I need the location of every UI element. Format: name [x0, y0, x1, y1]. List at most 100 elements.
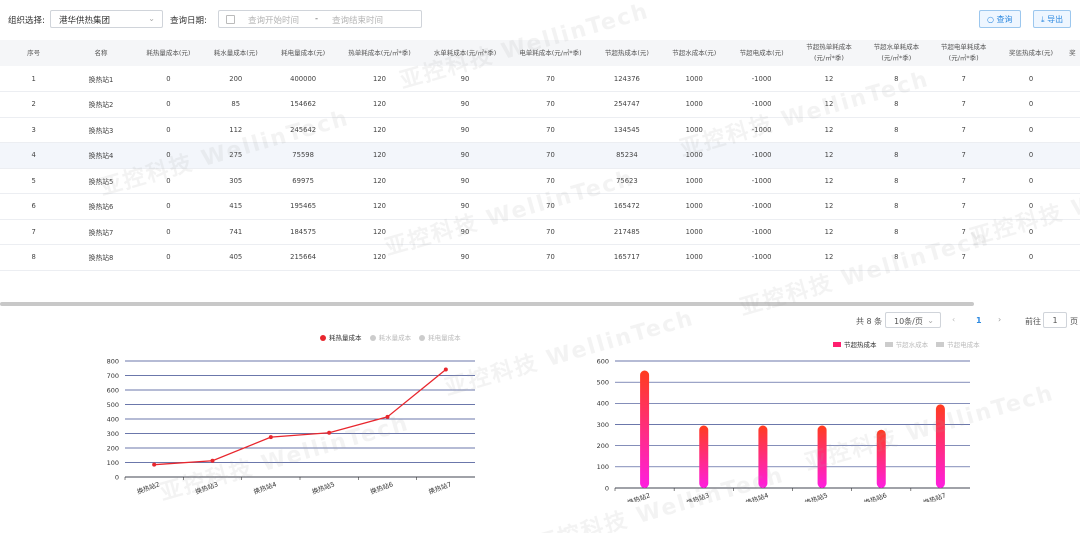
table-cell: 120 [336, 142, 423, 169]
table-cell: 5 [0, 168, 68, 194]
legend-item-water[interactable]: 耗水量成本 [369, 332, 411, 342]
table-cell [1064, 193, 1080, 220]
legend-item-water-saving[interactable]: 节超水成本 [884, 339, 928, 349]
table-row[interactable]: 8 换热站8 0 405 215664 120 90 70 165717 1000 -1000 12 8… [0, 244, 1080, 271]
table-cell: 0 [134, 193, 203, 220]
data-point [210, 458, 215, 463]
table-cell: 90 [422, 193, 508, 220]
export-button[interactable]: ⤓ 导出 [1033, 10, 1072, 28]
legend-item-heat[interactable]: 耗热量成本 [320, 332, 362, 342]
table-cell: 1000 [660, 193, 728, 220]
table-cell: 换热站8 [67, 244, 135, 271]
legend-item-power[interactable]: 耗电量成本 [419, 332, 461, 342]
date-range-picker[interactable]: 查询开始时间 - 查询结束时间 [218, 10, 422, 28]
chevron-down-icon: ⌄ [148, 14, 155, 23]
table-cell: 120 [336, 168, 423, 194]
x-tick-label: 换热站4 [744, 490, 769, 502]
legend-dot-icon [369, 335, 376, 341]
table-cell: 0 [134, 117, 203, 143]
legend-square-icon [936, 342, 945, 347]
table-cell [1064, 244, 1080, 271]
goto-label: 前往 [1025, 317, 1041, 326]
table-cell: 0 [134, 142, 203, 169]
table-cell: 120 [336, 66, 423, 92]
x-tick-label: 换热站2 [136, 479, 161, 496]
table-header-row: 序号 名称 耗热量成本(元) 耗水量成本(元) 耗电量成本(元) 热单耗成本(元/㎡*季)… [0, 40, 1080, 66]
table-cell: 165717 [593, 244, 661, 271]
legend-dot-icon [320, 335, 326, 341]
table-cell: 305 [202, 168, 270, 194]
column-header: 热单耗成本(元/㎡*季) [336, 40, 423, 66]
page-number-current[interactable]: 1 [976, 316, 982, 325]
table-cell: 0 [997, 219, 1065, 245]
table-cell: 7 [930, 117, 998, 143]
y-tick-label: 0 [115, 473, 119, 481]
table-cell [1064, 168, 1080, 194]
date-start-input[interactable]: 查询开始时间 [248, 16, 300, 26]
table-cell: 245642 [269, 117, 337, 143]
table-cell: 1000 [660, 219, 728, 245]
chevron-down-icon: ⌄ [927, 316, 934, 325]
table-cell: 7 [930, 168, 998, 194]
column-header: 耗水量成本(元) [202, 40, 270, 66]
table-cell: 12 [795, 66, 863, 92]
table-cell: 8 [862, 168, 930, 194]
y-tick-label: 500 [597, 378, 609, 386]
column-header: 奖惩热成本(元) [997, 40, 1065, 66]
table-cell: 0 [997, 66, 1065, 92]
data-point [152, 462, 157, 467]
x-tick-label: 换热站4 [252, 479, 277, 496]
y-tick-label: 800 [107, 357, 119, 365]
org-select-value: 港华供热集团 [59, 16, 111, 26]
table-cell: 7 [930, 91, 998, 118]
date-label: 查询日期: [170, 16, 207, 26]
calendar-icon [226, 15, 235, 24]
query-button[interactable]: ○ 查询 [979, 10, 1021, 28]
y-tick-label: 400 [107, 415, 119, 423]
table-cell: 12 [795, 117, 863, 143]
table-cell: 1000 [660, 168, 728, 194]
table-row[interactable]: 1 换热站1 0 200 400000 120 90 70 124376 1000 -1000 12 8… [0, 66, 1080, 92]
table-cell: 12 [795, 193, 863, 220]
table-cell: 换热站1 [67, 66, 135, 92]
table-cell: 0 [997, 168, 1065, 194]
column-header: 节超电成本(元) [727, 40, 796, 66]
export-button-label: 导出 [1047, 15, 1064, 24]
y-tick-label: 300 [107, 430, 119, 438]
table-cell: 0 [134, 66, 203, 92]
table-row[interactable]: 3 换热站3 0 112 245642 120 90 70 134545 1000 -1000 12 8… [0, 117, 1080, 143]
table-row[interactable]: 7 换热站7 0 741 184575 120 90 70 217485 1000 -1000 12 8… [0, 219, 1080, 245]
table-cell: 8 [862, 91, 930, 118]
date-end-input[interactable]: 查询结束时间 [332, 16, 384, 26]
table-cell: 75598 [269, 142, 337, 169]
column-header: 电单耗成本(元/㎡*季) [507, 40, 594, 66]
table-cell: 70 [507, 91, 594, 118]
y-tick-label: 200 [597, 442, 609, 450]
legend-square-icon [884, 342, 893, 347]
page-size-select[interactable]: 10条/页 ⌄ [885, 312, 941, 328]
table-cell: 1000 [660, 142, 728, 169]
table-cell: 741 [202, 219, 270, 245]
column-header: 耗热量成本(元) [134, 40, 203, 66]
table-cell: 12 [795, 168, 863, 194]
table-cell: 7 [930, 219, 998, 245]
table-row[interactable]: 4 换热站4 0 275 75598 120 90 70 85234 1000 -1000 12 8 7 0 [0, 142, 1080, 169]
query-button-label: 查询 [996, 15, 1013, 24]
prev-page-button[interactable]: ‹ [952, 315, 956, 324]
goto-page-input[interactable]: 1 [1043, 312, 1067, 328]
search-icon: ○ [987, 15, 994, 24]
org-label: 组织选择: [8, 16, 45, 26]
horizontal-scrollbar[interactable] [0, 302, 974, 306]
bar [876, 429, 886, 488]
table-row[interactable]: 6 换热站6 0 415 195465 120 90 70 165472 1000 -1000 12 8… [0, 193, 1080, 220]
column-header: 节超电单耗成本 (元/㎡*季) [930, 40, 998, 66]
next-page-button[interactable]: › [998, 315, 1002, 324]
table-cell: -1000 [727, 117, 796, 143]
table-row[interactable]: 5 换热站5 0 305 69975 120 90 70 75623 1000 -1000 12 8 7 0 [0, 168, 1080, 194]
legend-item-power-saving[interactable]: 节超电成本 [936, 339, 980, 349]
org-select[interactable]: 港华供热集团 ⌄ [50, 10, 163, 28]
table-cell: 8 [862, 142, 930, 169]
column-header: 节超水成本(元) [660, 40, 728, 66]
legend-item-heat-saving[interactable]: 节超热成本 [833, 339, 877, 349]
table-row[interactable]: 2 换热站2 0 85 154662 120 90 70 254747 1000 -1000 12 8 7… [0, 91, 1080, 118]
